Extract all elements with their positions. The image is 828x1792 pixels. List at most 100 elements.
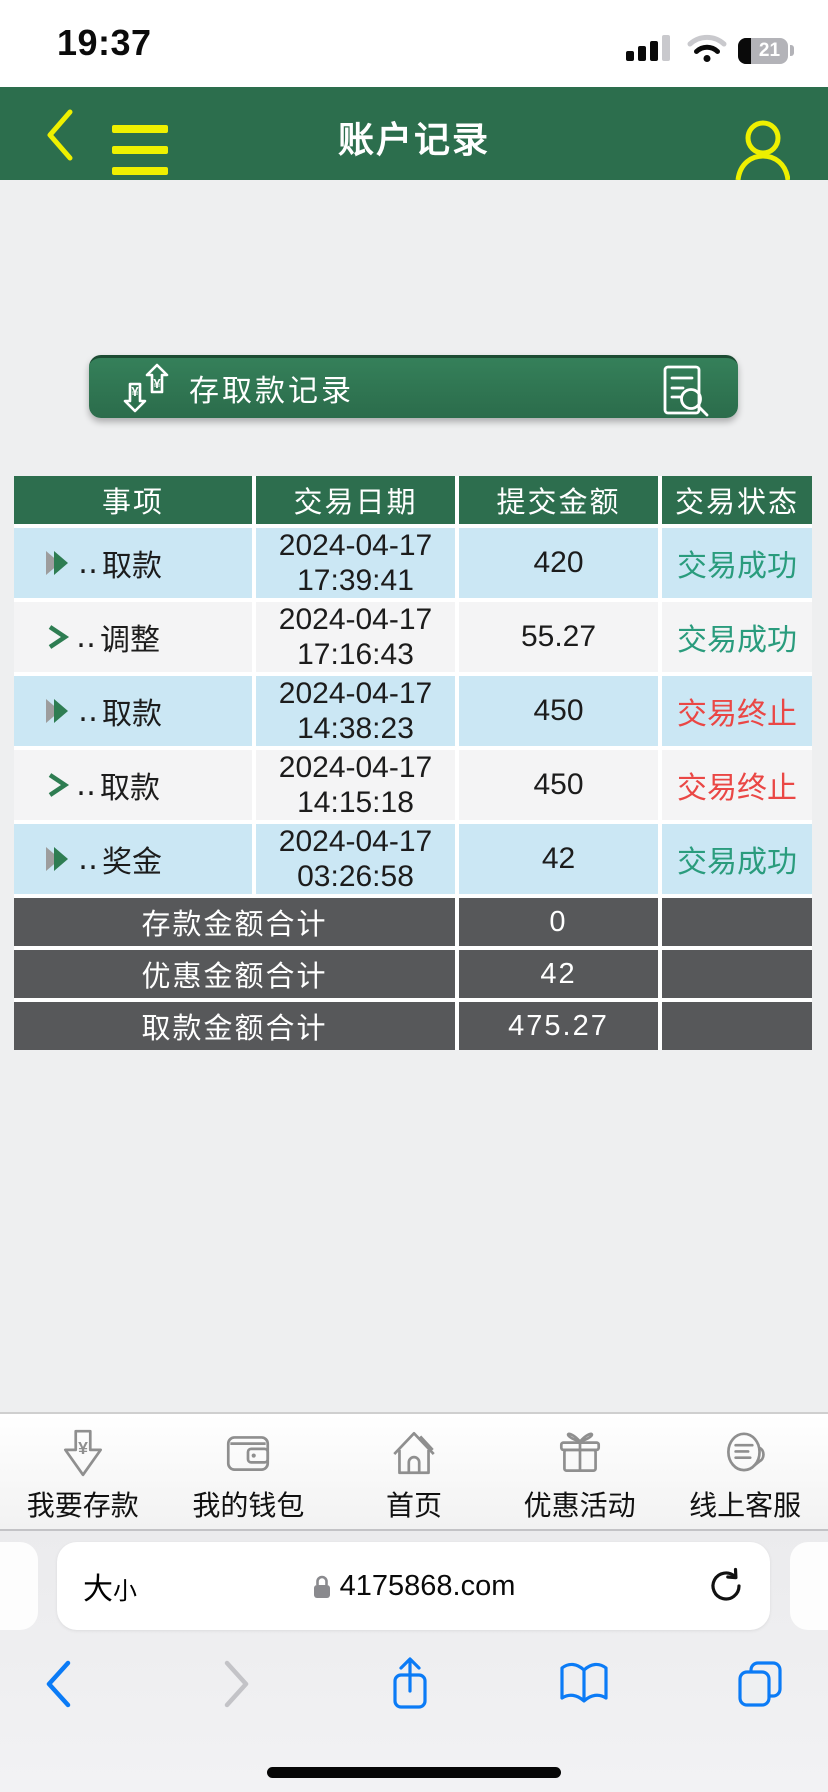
browser-back-icon: [46, 1660, 71, 1708]
customer-service-icon: [718, 1426, 772, 1480]
summary-label-cell: 取款金额合计: [14, 1002, 455, 1050]
svg-text:¥: ¥: [131, 384, 139, 399]
records-banner: ¥ ¥ 存取款记录: [89, 355, 738, 418]
nav-item-label: 我要存款: [26, 1490, 139, 1521]
browser-back-button[interactable]: [23, 1639, 93, 1729]
battery-nub: [790, 45, 794, 56]
summary-amount-cell: 42: [459, 950, 658, 998]
double-arrow-icon[interactable]: [44, 845, 74, 873]
item-prefix: ‥: [78, 694, 99, 728]
nav-item-label: 首页: [385, 1490, 442, 1521]
deposit-arrow-icon: ¥: [56, 1426, 110, 1480]
transaction-datetime: 2024-04-17 17:39:41: [278, 529, 433, 597]
item-prefix: ‥: [76, 620, 97, 654]
chevron-icon[interactable]: [44, 623, 72, 651]
share-icon: [393, 1657, 427, 1709]
text-size-button[interactable]: 大小: [83, 1564, 137, 1608]
svg-text:¥: ¥: [153, 376, 161, 391]
table-header-cell: 交易日期: [256, 476, 455, 524]
item-label: 取款: [102, 550, 163, 583]
svg-text:¥: ¥: [78, 1438, 88, 1458]
chevron-icon[interactable]: [44, 771, 72, 799]
date-cell: 2024-04-17 17:39:41: [256, 528, 455, 598]
amount-cell: 55.27: [459, 602, 658, 672]
summary-empty-cell: [662, 1002, 812, 1050]
transaction-datetime: 2024-04-17 03:26:58: [278, 825, 433, 893]
nav-item-label: 线上客服: [689, 1490, 802, 1521]
summary-empty-cell: [662, 898, 812, 946]
amount-cell: 450: [459, 750, 658, 820]
item-cell: ‥ 取款: [14, 750, 252, 820]
nav-item-gift[interactable]: 优惠活动: [497, 1414, 663, 1529]
bookmarks-icon: [560, 1662, 608, 1703]
text-size-label-small: 小: [113, 1578, 137, 1605]
status-icons: 21: [626, 34, 794, 67]
share-button[interactable]: [375, 1639, 445, 1729]
url-display: 4175868.com: [57, 1570, 770, 1603]
reload-button[interactable]: [706, 1566, 746, 1606]
nav-item-deposit-arrow[interactable]: ¥ 我要存款: [0, 1414, 166, 1529]
item-prefix: ‥: [78, 842, 99, 876]
nav-item-label: 优惠活动: [523, 1490, 636, 1521]
summary-empty-cell: [662, 950, 812, 998]
table-header-cell: 提交金额: [459, 476, 658, 524]
document-search-icon[interactable]: [662, 364, 712, 418]
transaction-datetime: 2024-04-17 14:38:23: [278, 677, 433, 745]
previous-tab-stub[interactable]: [0, 1542, 38, 1630]
nav-item-label: 我的钱包: [192, 1490, 305, 1521]
status-cell: 交易成功: [662, 824, 812, 894]
address-bar[interactable]: 大小 4175868.com: [57, 1542, 770, 1630]
item-prefix: ‥: [76, 768, 97, 802]
nav-item-home[interactable]: 首页: [331, 1414, 497, 1529]
nav-item-customer-service[interactable]: 线上客服: [662, 1414, 828, 1529]
wifi-icon: [687, 34, 727, 67]
profile-button[interactable]: [734, 119, 790, 180]
item-label: 调整: [100, 624, 161, 657]
person-icon: [735, 120, 790, 180]
status-cell: 交易成功: [662, 602, 812, 672]
amount-cell: 450: [459, 676, 658, 746]
status-cell: 交易终止: [662, 750, 812, 820]
next-tab-stub[interactable]: [790, 1542, 828, 1630]
wallet-icon: [221, 1426, 275, 1480]
gift-icon: [553, 1426, 607, 1480]
date-cell: 2024-04-17 03:26:58: [256, 824, 455, 894]
summary-label-cell: 存款金额合计: [14, 898, 455, 946]
item-prefix: ‥: [78, 546, 99, 580]
item-label: 取款: [100, 772, 161, 805]
table-header-cell: 事项: [14, 476, 252, 524]
home-indicator[interactable]: [267, 1767, 561, 1778]
amount-cell: 42: [459, 824, 658, 894]
hamburger-menu-button[interactable]: [112, 125, 168, 175]
summary-amount-cell: 475.27: [459, 1002, 658, 1050]
cellular-signal-icon: [626, 35, 676, 66]
browser-forward-button[interactable]: [202, 1639, 272, 1729]
records-table: 事项 交易日期 提交金额 交易状态 ‥ 取款 2024-04-17 17:39:41 420 交易…: [14, 476, 812, 1050]
table-header-cell: 交易状态: [662, 476, 812, 524]
browser-toolbar: [0, 1639, 828, 1729]
hamburger-bar: [112, 146, 168, 154]
summary-amount-cell: 0: [459, 898, 658, 946]
clock-label: 19:37: [57, 22, 152, 63]
date-cell: 2024-04-17 17:16:43: [256, 602, 455, 672]
date-cell: 2024-04-17 14:38:23: [256, 676, 455, 746]
back-button[interactable]: [40, 107, 80, 163]
battery-percent-label: 21: [758, 39, 781, 61]
battery-icon: 21: [738, 37, 794, 64]
bottom-nav: ¥ 我要存款 我的钱包 首页 优惠活动 线上客服: [0, 1412, 828, 1529]
nav-item-wallet[interactable]: 我的钱包: [166, 1414, 332, 1529]
double-arrow-icon[interactable]: [44, 549, 74, 577]
tabs-button[interactable]: [725, 1639, 795, 1729]
double-arrow-icon[interactable]: [44, 697, 74, 725]
lock-icon: [313, 1575, 330, 1598]
hamburger-bar: [112, 167, 168, 175]
hamburger-bar: [112, 125, 168, 133]
item-cell: ‥ 奖金: [14, 824, 252, 894]
item-label: 取款: [102, 698, 163, 731]
bookmarks-button[interactable]: [549, 1639, 619, 1729]
item-cell: ‥ 取款: [14, 528, 252, 598]
text-size-label-large: 大: [83, 1573, 113, 1606]
reload-icon: [711, 1567, 741, 1601]
back-chevron-icon: [47, 109, 73, 161]
transaction-datetime: 2024-04-17 17:16:43: [278, 603, 433, 671]
